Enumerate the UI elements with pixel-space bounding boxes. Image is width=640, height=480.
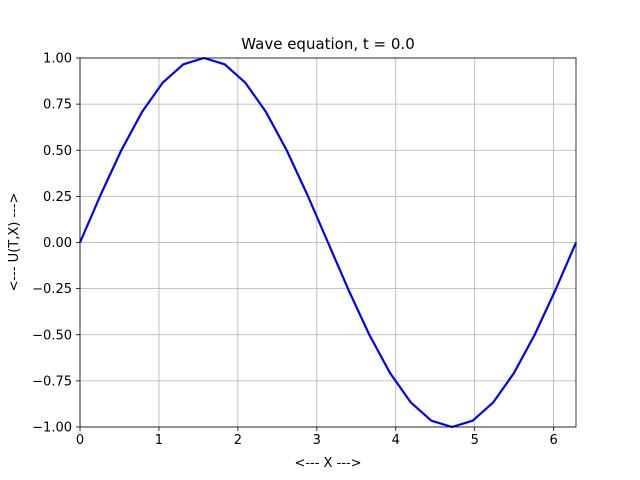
y-tick-label: −0.75 <box>32 374 72 389</box>
y-tick-label: 0.50 <box>43 144 72 159</box>
x-tick-label: 4 <box>392 433 400 448</box>
ticks: 0 1 2 3 4 5 6 1.00 0.75 0.50 0.25 0.00 −0.25 −0.50 −0.… <box>32 52 558 449</box>
y-tick-label: −0.50 <box>32 328 72 343</box>
x-tick-label: 3 <box>313 433 321 448</box>
x-tick-label: 5 <box>471 433 479 448</box>
y-tick-label: 0.75 <box>43 98 72 113</box>
y-tick-label: −1.00 <box>32 421 72 436</box>
x-tick-label: 0 <box>76 433 84 448</box>
series-line <box>78 56 578 429</box>
chart-title: Wave equation, t = 0.0 <box>241 35 415 53</box>
y-tick-label: 0.00 <box>43 236 72 251</box>
x-tick-label: 1 <box>155 433 163 448</box>
x-axis-label: <--- X ---> <box>294 456 361 471</box>
y-tick-label: −0.25 <box>32 282 72 297</box>
y-tick-label: 1.00 <box>43 52 72 67</box>
x-tick-label: 6 <box>550 433 558 448</box>
y-tick-label: 0.25 <box>43 190 72 205</box>
grid <box>79 57 576 428</box>
x-tick-label: 2 <box>234 433 242 448</box>
y-axis-label: <--- U(T,X) ---> <box>7 193 22 292</box>
series-layer <box>78 56 578 429</box>
